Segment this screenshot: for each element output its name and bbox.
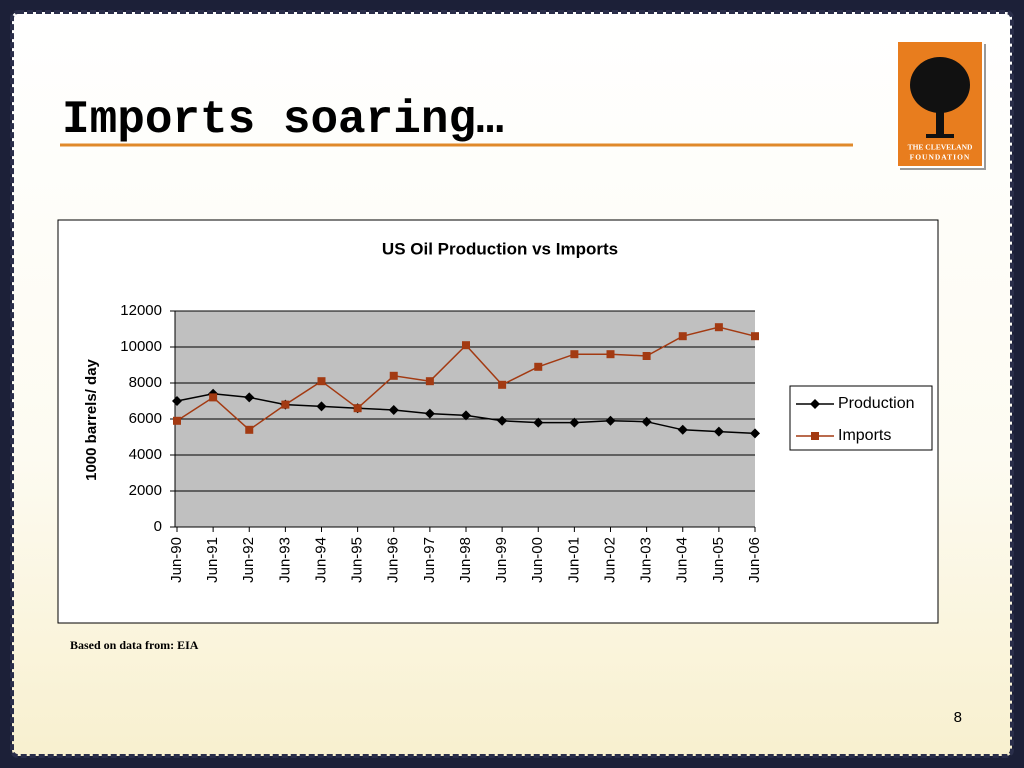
- logo-tree-trunk: [936, 100, 944, 136]
- y-axis-label: 1000 barrels/ day: [83, 358, 100, 480]
- x-tick-label: Jun-99: [493, 537, 510, 583]
- data-point: [677, 424, 688, 435]
- x-tick-label: Jun-96: [385, 537, 402, 583]
- x-tick-label: Jun-04: [674, 537, 691, 583]
- data-point: [316, 401, 327, 412]
- data-point: [533, 417, 544, 428]
- data-point: [245, 425, 254, 434]
- logo-text: THE CLEVELAND: [908, 143, 973, 152]
- data-point: [173, 416, 181, 425]
- legend-label: Imports: [838, 427, 891, 444]
- legend-label: Production: [838, 395, 915, 412]
- data-point: [424, 408, 435, 419]
- data-point: [388, 405, 399, 415]
- x-tick-label: Jun-97: [421, 537, 438, 583]
- y-tick-label: 8000: [129, 374, 162, 391]
- x-tick-label: Jun-98: [457, 537, 474, 583]
- y-tick-label: 10000: [120, 338, 162, 355]
- data-point: [534, 362, 543, 371]
- data-point: [209, 393, 218, 402]
- data-point: [425, 377, 434, 386]
- x-tick-label: Jun-90: [168, 537, 185, 583]
- logo-tree-crown: [910, 57, 970, 113]
- data-point: [461, 410, 471, 421]
- y-tick-label: 2000: [129, 482, 162, 499]
- legend-marker: [811, 432, 819, 440]
- x-tick-label: Jun-95: [349, 537, 366, 583]
- logo: THE CLEVELAND FOUNDATION: [896, 40, 986, 170]
- x-tick-label: Jun-06: [746, 537, 763, 583]
- y-tick-label: 0: [154, 518, 162, 535]
- slide-title: Imports soaring…: [62, 94, 504, 146]
- data-point: [389, 371, 398, 380]
- data-point: [317, 377, 326, 386]
- data-point: [244, 392, 255, 403]
- data-point: [281, 400, 290, 409]
- x-tick-label: Jun-92: [240, 537, 257, 583]
- data-point: [642, 352, 651, 360]
- data-point: [172, 396, 182, 406]
- data-point: [713, 426, 724, 437]
- chart: 0 2000 4000 6000 8000 10000 12000 Jun-90 Jun-91 J…: [120, 302, 933, 583]
- x-tick-label: Jun-93: [276, 537, 293, 583]
- x-tick-label: Jun-02: [601, 537, 618, 583]
- x-tick-label: Jun-05: [710, 537, 727, 583]
- page-number: 8: [954, 709, 962, 726]
- data-point: [751, 332, 759, 341]
- x-tick-label: Jun-03: [638, 537, 655, 583]
- data-point: [750, 428, 760, 439]
- x-tick-label: Jun-91: [204, 537, 221, 583]
- data-point: [606, 350, 615, 359]
- logo-tree-base: [926, 134, 954, 138]
- x-tick-label: Jun-01: [565, 537, 582, 583]
- data-point: [570, 350, 579, 359]
- data-point: [641, 416, 652, 427]
- data-point: [498, 380, 507, 389]
- data-point: [678, 332, 687, 341]
- chart-title: US Oil Production vs Imports: [382, 239, 618, 258]
- legend-marker: [810, 399, 820, 409]
- logo-text: FOUNDATION: [910, 153, 971, 162]
- data-point: [462, 341, 470, 350]
- x-tick-label: Jun-00: [529, 537, 546, 583]
- y-tick-label: 6000: [129, 410, 162, 427]
- data-point: [569, 417, 580, 428]
- y-tick-label: 4000: [129, 446, 162, 463]
- y-tick-label: 12000: [120, 302, 162, 319]
- x-tick-label: Jun-94: [312, 537, 329, 583]
- data-point: [497, 415, 508, 426]
- source-note: Based on data from: EIA: [70, 638, 199, 652]
- data-point: [353, 404, 362, 413]
- data-point: [605, 415, 616, 426]
- data-point: [714, 323, 723, 332]
